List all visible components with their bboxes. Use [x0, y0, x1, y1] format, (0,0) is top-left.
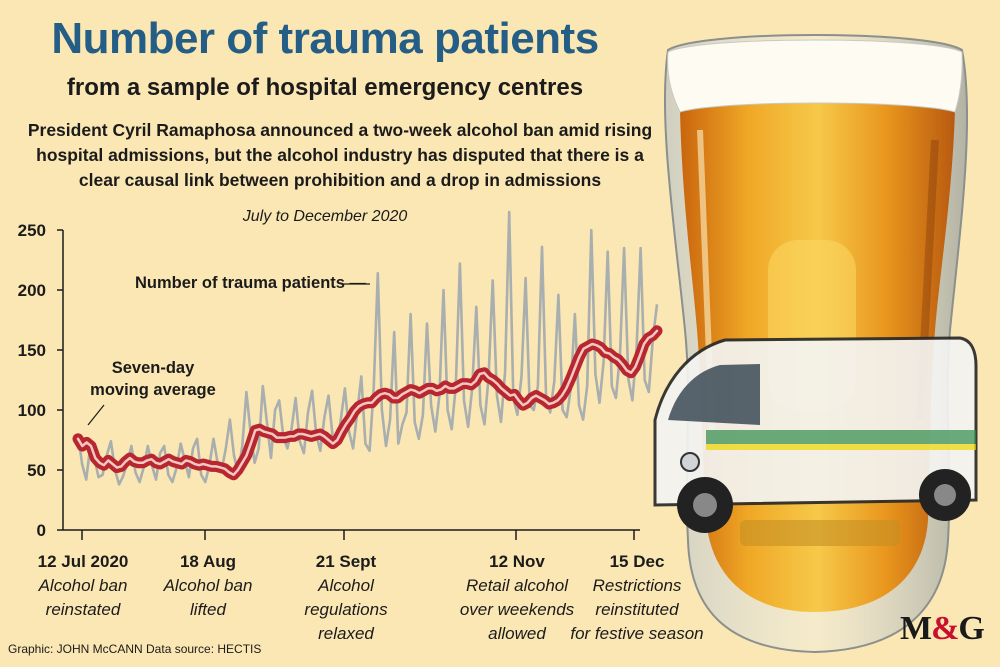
- chart-subtitle: from a sample of hospital emergency cent…: [66, 74, 584, 101]
- event-label-line2: reinstituted: [595, 600, 679, 619]
- y-tick-label: 200: [17, 281, 46, 300]
- event-dec15: 15 Dec Restrictions reinstituted for fes…: [562, 550, 712, 646]
- y-tick-label: 100: [17, 401, 46, 420]
- event-label-line2: reinstated: [45, 600, 121, 619]
- logo-m: M: [900, 610, 932, 647]
- event-date: 12 Nov: [489, 552, 545, 571]
- event-date: 15 Dec: [609, 552, 665, 571]
- y-tick-label: 150: [17, 341, 46, 360]
- logo-g: G: [958, 610, 984, 647]
- chart-description: President Cyril Ramaphosa announced a tw…: [27, 120, 653, 190]
- ambulance-illustration: [653, 336, 978, 546]
- chart-footer: Graphic: JOHN McCANN Data source: HECTIS: [8, 642, 262, 656]
- event-sep21: 21 Sept Alcohol regulations relaxed: [271, 550, 421, 646]
- moving-average-label: Seven-day moving average: [78, 357, 228, 401]
- moving-average-label-line2: moving average: [90, 381, 216, 399]
- event-label-line3: relaxed: [318, 624, 374, 643]
- event-date: 21 Sept: [315, 552, 377, 571]
- event-label-line2: lifted: [190, 600, 226, 619]
- event-label-line3: for festive season: [570, 624, 704, 643]
- event-nov12: 12 Nov Retail alcohol over weekends allo…: [442, 550, 592, 646]
- chart-title: Number of trauma patients: [51, 14, 599, 63]
- event-label-line2: regulations: [304, 600, 388, 619]
- event-date: 12 Jul 2020: [37, 552, 129, 571]
- event-label-line1: Restrictions: [592, 576, 682, 595]
- y-tick-label: 50: [27, 461, 46, 480]
- event-jul12: 12 Jul 2020 Alcohol ban reinstated: [8, 550, 158, 622]
- event-date: 18 Aug: [179, 552, 237, 571]
- y-tick-label: 250: [17, 221, 46, 240]
- event-label-line1: Retail alcohol: [465, 576, 569, 595]
- series-line-daily: [76, 210, 659, 486]
- logo-amp: &: [931, 610, 959, 647]
- event-label-line1: Alcohol ban: [38, 576, 128, 595]
- chart-axes: [57, 229, 640, 540]
- series-line-moving-average-highlight: [76, 329, 659, 477]
- event-aug18: 18 Aug Alcohol ban lifted: [133, 550, 283, 622]
- moving-average-label-line1: Seven-day: [111, 359, 195, 377]
- event-label-line3: allowed: [488, 624, 546, 643]
- daily-series-label: Number of trauma patients —: [135, 274, 367, 292]
- y-tick-marks: [57, 229, 63, 531]
- event-label-line1: Alcohol ban: [163, 576, 253, 595]
- chart-period: July to December 2020: [242, 208, 408, 225]
- publisher-logo: M&G: [900, 610, 985, 648]
- event-label-line2: over weekends: [459, 600, 575, 619]
- event-label-line1: Alcohol: [318, 576, 374, 595]
- moving-average-pointer: [87, 404, 105, 426]
- x-tick-marks: [81, 530, 635, 540]
- y-tick-label: 0: [36, 521, 46, 540]
- chart-series: [72, 210, 663, 486]
